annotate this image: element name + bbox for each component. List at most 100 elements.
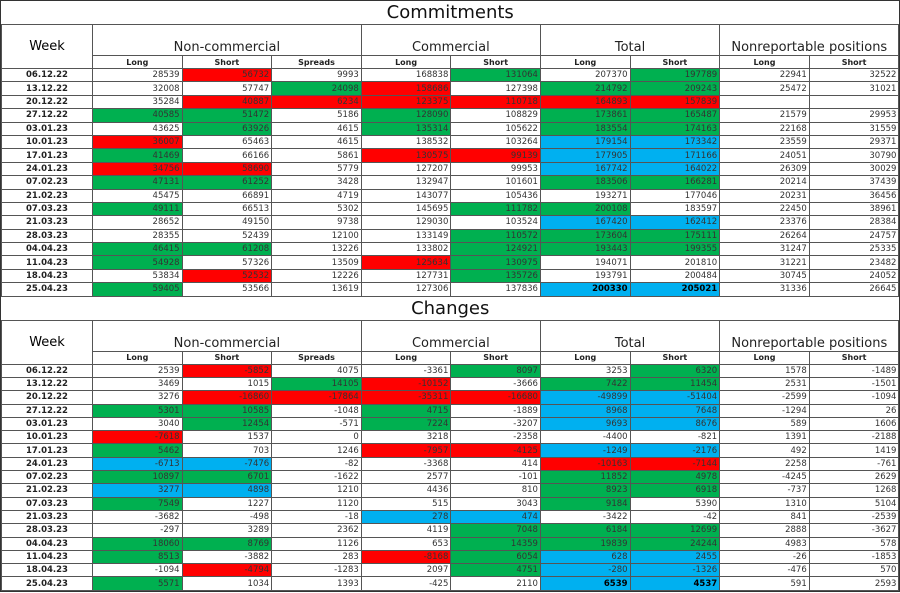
cell-nonreportable-long: 589 [719,416,810,432]
cell-total-short: 197789 [629,67,721,83]
cell-total-long: 167420 [539,215,631,230]
cell-commercial-long: -7957 [360,443,452,458]
table-row: 24.01.23 34756 58690 5779 127207 99953 167742 1… [1,161,900,177]
cell-commercial-short: -16680 [450,390,541,405]
cell-commercial-short: 7048 [450,523,541,538]
cell-noncommercial-spreads: 2362 [271,523,362,538]
cell-noncommercial-long: -3682 [92,509,183,525]
table-row: 18.04.23 -1094 -4794 -1283 2097 4751 -280 -1326… [1,563,900,578]
column-header-nonreportable-short: Short [808,55,900,69]
group-header-noncommercial: Non-commercial [92,24,362,56]
cell-noncommercial-spreads: 9993 [271,67,362,83]
cell-total-long: 164893 [539,94,631,110]
cell-commercial-short: 103264 [450,134,541,150]
table-row: 20.12.22 35284 40887 6234 123375 110718 164893… [1,94,900,110]
cell-commercial-short: 14359 [450,536,541,551]
cell-nonreportable-long: 1310 [719,496,810,511]
cell-total-short: 173342 [629,134,721,150]
cell-nonreportable-short: -2188 [808,430,900,445]
cell-total-long: 193271 [539,188,631,203]
table-row: 03.01.23 3040 12454 -571 7224 -3207 9693 8676 58… [1,416,900,432]
cell-total-long: -1249 [539,443,631,458]
table-row: 11.04.23 54928 57326 13509 125634 130975 19407… [1,255,900,270]
section-title: Commitments [1,1,899,25]
week-cell: 21.03.23 [1,509,93,525]
cell-nonreportable-long: -476 [719,563,810,578]
cell-commercial-long: -8168 [360,549,452,565]
group-header-total: Total [539,319,721,352]
cell-noncommercial-spreads: 4719 [271,188,362,203]
week-header: Week [1,24,93,69]
cell-total-short: 7648 [629,403,721,418]
cell-total-long: -3422 [539,509,631,525]
cell-noncommercial-long: 28652 [92,215,183,230]
cell-nonreportable-short: 26645 [808,282,900,297]
cell-noncommercial-short: 1227 [181,496,273,511]
cell-nonreportable-long: 22941 [719,67,810,83]
cell-total-short: 183597 [629,201,721,217]
cell-noncommercial-short: 52532 [181,268,273,284]
cell-commercial-short: -1889 [450,403,541,418]
cell-noncommercial-long: 35284 [92,94,183,110]
cell-total-short: -1326 [629,563,721,578]
cell-noncommercial-spreads: 14105 [271,376,362,392]
table-row: 10.01.23 -7618 1537 0 3218 -2358 -4400 -821 1391… [1,430,900,445]
table-row: 21.03.23 -3682 -498 -18 278 474 -3422 -42 841 -25… [1,509,900,525]
cell-total-long: 6539 [539,576,631,591]
cell-total-long: 194071 [539,255,631,270]
week-cell: 11.04.23 [1,255,93,270]
week-cell: 20.12.22 [1,390,93,405]
cell-nonreportable-short: 25335 [808,242,900,257]
week-cell: 07.02.23 [1,470,93,485]
cell-nonreportable-short: -1853 [808,549,900,565]
cell-nonreportable-long: -4245 [719,470,810,485]
cell-commercial-long: 133149 [360,228,452,244]
table-row: 06.12.22 2539 -5852 4075 -3361 8097 3253 6320 15… [1,363,900,378]
cell-total-long: 193791 [539,268,631,284]
cell-noncommercial-spreads: -1622 [271,470,362,485]
cell-commercial-long: 127207 [360,161,452,177]
cell-noncommercial-short: 4898 [181,483,273,498]
cell-commercial-long: 133802 [360,242,452,257]
cell-total-long: 183554 [539,121,631,136]
group-header-commercial: Commercial [360,319,541,352]
cell-noncommercial-long: 28539 [92,67,183,83]
column-header-noncommercial-spreads: Spreads [271,55,362,69]
cell-nonreportable-long: 492 [719,443,810,458]
table-row: 25.04.23 59405 53566 13619 127306 137836 20033… [1,282,900,297]
cell-nonreportable-long: -737 [719,483,810,498]
table-row: 27.12.22 5301 10585 -1048 4715 -1889 8968 7648-… [1,403,900,418]
cell-total-short: 162412 [629,215,721,230]
cell-noncommercial-long: 53834 [92,268,183,284]
cell-noncommercial-short: 3289 [181,523,273,538]
cell-nonreportable-long: 2531 [719,376,810,392]
cell-noncommercial-short: 58690 [181,161,273,177]
cell-noncommercial-long: 28355 [92,228,183,244]
cell-total-long: 7422 [539,376,631,392]
week-cell: 18.04.23 [1,563,93,578]
cell-nonreportable-long: 24051 [719,148,810,163]
cell-noncommercial-short: 1015 [181,376,273,392]
cell-commercial-short: -2358 [450,430,541,445]
cell-total-short: 199355 [629,242,721,257]
table-row: 13.12.22 32008 57747 24098 158686 127398 21479… [1,81,900,96]
cell-nonreportable-short: 36456 [808,188,900,203]
week-cell: 06.12.22 [1,67,93,83]
cell-noncommercial-spreads: 283 [271,549,362,565]
cell-total-short: 171166 [629,148,721,163]
cell-total-short: 12699 [629,523,721,538]
cell-noncommercial-long: 46415 [92,242,183,257]
cell-total-short: -821 [629,430,721,445]
cell-noncommercial-long: 43625 [92,121,183,136]
cell-noncommercial-long: 3277 [92,483,183,498]
cell-total-long: 193443 [539,242,631,257]
cell-total-long: 214792 [539,81,631,96]
cell-noncommercial-long: 18060 [92,536,183,551]
cell-noncommercial-short: -16860 [181,390,273,405]
cell-total-long: 9184 [539,496,631,511]
cell-noncommercial-long: 36007 [92,134,183,150]
cell-commercial-long: 653 [360,536,452,551]
cell-noncommercial-spreads: 13619 [271,282,362,297]
cell-noncommercial-short: -498 [181,509,273,525]
cell-commercial-long: 128090 [360,108,452,123]
